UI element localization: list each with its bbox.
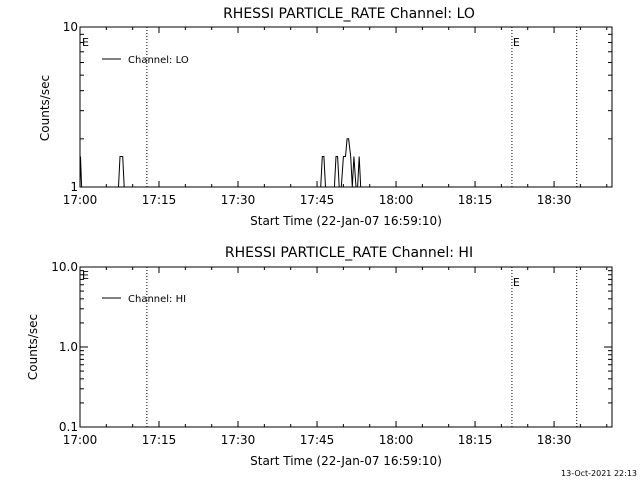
x-tick-label: 18:15 [458, 433, 493, 447]
x-axis-label: Start Time (22-Jan-07 16:59:10) [250, 454, 442, 468]
y-tick-label: 1 [70, 180, 78, 194]
legend-entry: Channel: LO [128, 55, 189, 66]
y-axis-label: Counts/sec [26, 314, 40, 380]
x-tick-label: 17:00 [63, 193, 98, 207]
x-tick-label: 17:15 [142, 433, 177, 447]
time-marker-label: E [513, 36, 520, 49]
y-axis-label: Counts/sec [38, 75, 52, 141]
y-tick-label: 0.1 [59, 420, 78, 434]
x-tick-label: 17:00 [63, 433, 98, 447]
x-tick-label: 17:45 [300, 433, 335, 447]
legend-entry: Channel: HI [128, 294, 186, 305]
chart-title: RHESSI PARTICLE_RATE Channel: LO [223, 6, 475, 22]
time-marker-label: E [513, 276, 520, 289]
footer-timestamp: 13-Oct-2021 22:13 [561, 469, 637, 478]
left-marker-label: E [82, 269, 89, 282]
x-axis-label: Start Time (22-Jan-07 16:59:10) [250, 214, 442, 228]
y-tick-label: 1.0 [59, 340, 78, 354]
panel-lo: RHESSI PARTICLE_RATE Channel: LO Counts/… [38, 6, 613, 228]
plot-frame [79, 266, 613, 428]
x-tick-label: 17:30 [221, 433, 256, 447]
x-tick-label: 17:15 [142, 193, 177, 207]
plot-frame [79, 26, 613, 188]
series-line [79, 138, 362, 188]
x-tick-label: 18:00 [379, 433, 414, 447]
x-tick-label: 18:30 [537, 433, 572, 447]
y-tick-label: 10.0 [51, 260, 78, 274]
panel-hi: RHESSI PARTICLE_RATE Channel: HI Counts/… [26, 245, 613, 468]
x-tick-label: 18:15 [458, 193, 493, 207]
x-tick-label: 18:30 [537, 193, 572, 207]
left-marker-label: E [82, 36, 89, 49]
x-tick-label: 17:45 [300, 193, 335, 207]
chart-title: RHESSI PARTICLE_RATE Channel: HI [225, 245, 473, 261]
y-tick-label: 10 [63, 20, 78, 34]
x-tick-label: 18:00 [379, 193, 414, 207]
x-tick-label: 17:30 [221, 193, 256, 207]
